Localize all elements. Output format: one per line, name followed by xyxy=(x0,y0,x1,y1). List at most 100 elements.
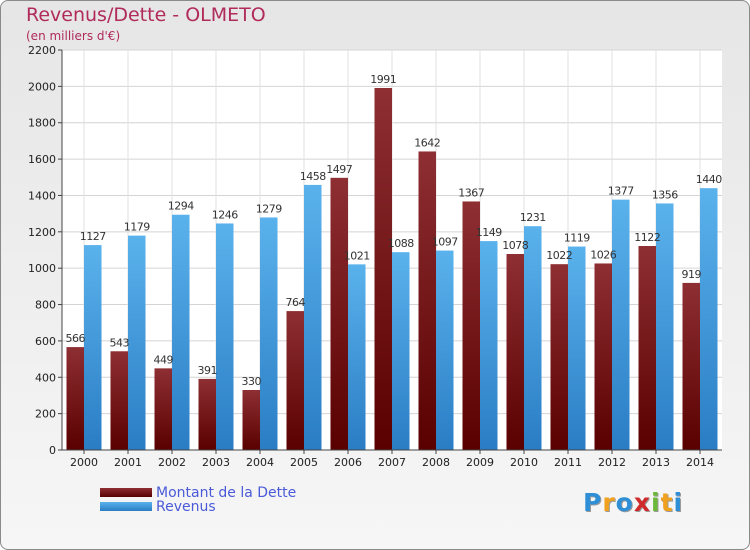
label-revenue-2007: 1088 xyxy=(388,237,414,250)
logo-letter: i xyxy=(673,488,684,517)
x-tick-label-2014: 2014 xyxy=(686,456,714,469)
x-tick-label-2008: 2008 xyxy=(422,456,450,469)
y-tick-label-800: 800 xyxy=(35,299,56,312)
label-revenue-2014: 1440 xyxy=(696,173,722,186)
y-tick-label-1200: 1200 xyxy=(28,226,56,239)
data-labels: 566 1127 543 1179 449 1294 391 1246 330 1279 764 14… xyxy=(66,73,723,388)
label-debt-2004: 330 xyxy=(242,375,262,388)
bar-debt-2005 xyxy=(286,311,304,450)
bars xyxy=(66,88,718,451)
legend-swatch-debt xyxy=(100,488,152,497)
label-revenue-2001: 1179 xyxy=(124,221,150,234)
bar-revenue-2002 xyxy=(172,214,190,450)
label-debt-2003: 391 xyxy=(198,364,218,377)
label-revenue-2011: 1119 xyxy=(564,232,590,245)
label-debt-2007: 1991 xyxy=(370,73,396,86)
x-tick-label-2005: 2005 xyxy=(290,456,318,469)
x-tick-label-2009: 2009 xyxy=(466,456,494,469)
label-revenue-2009: 1149 xyxy=(476,226,502,239)
label-debt-2012: 1026 xyxy=(590,248,616,261)
bar-debt-2008 xyxy=(418,151,436,451)
label-revenue-2008: 1097 xyxy=(432,236,458,249)
bar-revenue-2001 xyxy=(128,235,146,450)
legend-label-debt: Montant de la Dette xyxy=(156,485,297,501)
bar-revenue-2000 xyxy=(84,245,102,450)
label-revenue-2013: 1356 xyxy=(652,188,678,201)
label-revenue-2012: 1377 xyxy=(608,185,634,198)
label-revenue-2010: 1231 xyxy=(520,211,546,224)
label-debt-2013: 1122 xyxy=(634,231,660,244)
x-tick-label-2000: 2000 xyxy=(70,456,98,469)
bar-debt-2006 xyxy=(330,177,348,450)
bar-debt-2003 xyxy=(198,378,216,450)
bar-debt-2013 xyxy=(638,246,656,450)
y-tick-label-2200: 2200 xyxy=(28,44,56,57)
bar-revenue-2008 xyxy=(436,250,454,450)
y-tick-label-1400: 1400 xyxy=(28,189,56,202)
x-tick-label-2001: 2001 xyxy=(114,456,142,469)
x-tick-label-2004: 2004 xyxy=(246,456,274,469)
x-tick-label-2003: 2003 xyxy=(202,456,230,469)
y-tick-label-1600: 1600 xyxy=(28,153,56,166)
proxiti-logo: Proxiti xyxy=(583,488,683,517)
x-tick-label-2013: 2013 xyxy=(642,456,670,469)
y-tick-label-0: 0 xyxy=(49,444,56,457)
y-tick-label-1800: 1800 xyxy=(28,117,56,130)
bar-debt-2001 xyxy=(110,351,128,450)
bar-debt-2009 xyxy=(462,201,480,450)
label-revenue-2003: 1246 xyxy=(212,208,238,221)
label-debt-2011: 1022 xyxy=(546,249,572,262)
bar-debt-2014 xyxy=(682,282,700,450)
bar-debt-2000 xyxy=(66,347,84,450)
bar-revenue-2005 xyxy=(304,184,322,450)
label-revenue-2002: 1294 xyxy=(168,200,194,213)
bar-debt-2004 xyxy=(242,390,260,450)
axes: 0 200 400 600 800 1000 1200 1400 1600 1800 2000 220… xyxy=(28,44,722,469)
label-debt-2006: 1497 xyxy=(326,163,352,176)
bar-debt-2011 xyxy=(550,264,568,450)
y-tick-label-2000: 2000 xyxy=(28,80,56,93)
label-debt-2014: 919 xyxy=(682,268,702,281)
legend-swatch-revenue xyxy=(100,502,152,511)
bar-revenue-2003 xyxy=(216,223,234,450)
bar-debt-2010 xyxy=(506,254,524,450)
label-debt-2000: 566 xyxy=(66,332,86,345)
y-tick-label-1000: 1000 xyxy=(28,262,56,275)
logo-letter: r xyxy=(602,488,616,517)
logo-letter: i xyxy=(651,488,661,517)
bar-debt-2007 xyxy=(374,88,392,450)
bar-revenue-2006 xyxy=(348,264,366,450)
logo-letter: t xyxy=(660,488,674,517)
label-revenue-2004: 1279 xyxy=(256,202,282,215)
chart-title: Revenus/Dette - OLMETO xyxy=(26,4,266,26)
label-debt-2010: 1078 xyxy=(502,239,528,252)
bar-revenue-2009 xyxy=(480,241,498,450)
x-tick-label-2011: 2011 xyxy=(554,456,582,469)
x-tick-label-2012: 2012 xyxy=(598,456,626,469)
bar-revenue-2014 xyxy=(700,188,718,450)
label-revenue-2006: 1021 xyxy=(344,249,370,262)
label-debt-2008: 1642 xyxy=(414,136,440,149)
y-tick-label-200: 200 xyxy=(35,408,56,421)
bar-debt-2002 xyxy=(154,368,172,450)
x-tick-label-2010: 2010 xyxy=(510,456,538,469)
bar-revenue-2013 xyxy=(656,203,674,450)
label-debt-2009: 1367 xyxy=(458,186,484,199)
logo-letter: o xyxy=(615,488,634,517)
label-revenue-2005: 1458 xyxy=(300,170,326,183)
bar-revenue-2007 xyxy=(392,252,410,450)
x-tick-label-2006: 2006 xyxy=(334,456,362,469)
label-debt-2001: 543 xyxy=(110,336,130,349)
legend-label-revenue: Revenus xyxy=(156,499,216,515)
label-revenue-2000: 1127 xyxy=(80,230,106,243)
chart-subtitle: (en milliers d'€) xyxy=(26,29,121,43)
y-tick-label-600: 600 xyxy=(35,335,56,348)
x-tick-label-2002: 2002 xyxy=(158,456,186,469)
y-tick-label-400: 400 xyxy=(35,371,56,384)
logo-letter: P xyxy=(583,488,603,517)
label-debt-2002: 449 xyxy=(154,353,174,366)
label-debt-2005: 764 xyxy=(286,296,306,309)
bar-revenue-2010 xyxy=(524,226,542,450)
bar-revenue-2011 xyxy=(568,246,586,450)
